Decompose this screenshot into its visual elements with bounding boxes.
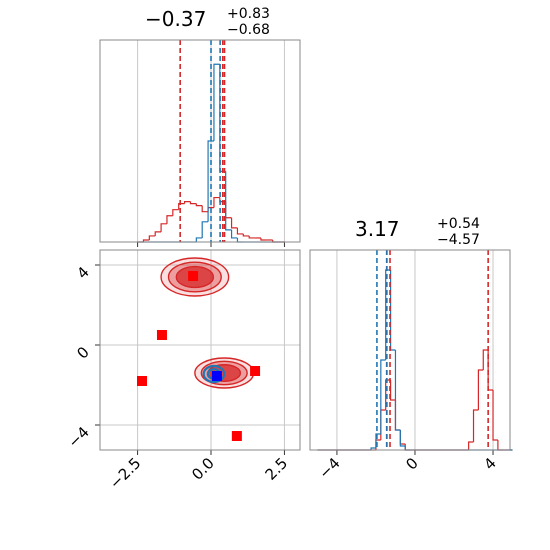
histogram-step: [213, 63, 220, 141]
histogram-step: [492, 390, 498, 441]
point: [250, 366, 261, 376]
panel-frame: [99, 39, 301, 243]
point: [211, 371, 222, 381]
histogram-step: [195, 203, 203, 207]
panel-title: −0.37: [145, 7, 206, 31]
histogram-step: [230, 217, 238, 229]
panel: −4 0 4: [309, 249, 513, 482]
histogram-step: [166, 215, 173, 224]
x-tick-label: 0: [402, 454, 421, 473]
histogram-step: [497, 440, 503, 451]
title-value: −0.37: [145, 7, 206, 31]
histogram-step: [482, 349, 489, 370]
histogram-step: [225, 171, 232, 231]
histogram-step: [183, 201, 191, 204]
histogram-step: [160, 223, 167, 232]
histogram-step: [230, 229, 238, 239]
x-tick-label: 2.5: [262, 454, 292, 484]
histogram-step: [142, 239, 150, 242]
histogram-step: [468, 441, 474, 450]
histogram-step: [148, 235, 156, 240]
histogram-step: [172, 209, 179, 216]
histogram-step: [370, 447, 376, 450]
histogram-step: [201, 221, 209, 238]
point: [156, 330, 167, 340]
point: [136, 376, 147, 386]
point: [231, 431, 242, 441]
x-tick-label: −4: [315, 454, 343, 482]
histogram-step: [404, 446, 411, 451]
histogram-step: [242, 233, 250, 237]
histogram-step: [178, 203, 185, 210]
contour: [202, 364, 226, 384]
histogram-step: [201, 205, 209, 213]
panel-frame: [309, 249, 511, 451]
point: [188, 271, 199, 281]
histogram-step: [389, 380, 396, 401]
panel-frame: [99, 249, 301, 451]
histogram-step: [195, 237, 203, 242]
panel: [99, 39, 301, 247]
histogram-step: [385, 379, 391, 410]
histogram-step: [260, 237, 267, 241]
histogram-step: [207, 140, 214, 222]
histogram-step: [189, 201, 197, 205]
histogram-step: [375, 433, 381, 448]
y-tick-label: −4: [64, 423, 92, 451]
histogram-step: [154, 231, 162, 236]
histogram-step: [394, 350, 401, 431]
histogram-step: [389, 270, 396, 351]
histogram-step: [404, 444, 411, 451]
histogram-step: [248, 235, 256, 239]
x-tick-label: −2.5: [106, 454, 144, 492]
histogram-step: [380, 359, 386, 434]
title-upper: +0.54: [437, 216, 480, 232]
y-tick-label: 0: [73, 343, 92, 362]
histogram-step: [236, 227, 244, 235]
panel: −2.5 0.0 2.5 −4 0 4: [64, 249, 301, 493]
title-lower: −4.57: [437, 232, 480, 248]
histogram-step: [380, 409, 386, 440]
histogram-step: [477, 369, 484, 410]
histogram-step: [472, 409, 479, 442]
histogram-step: [399, 430, 406, 447]
y-tick-label: 4: [73, 263, 92, 282]
histogram-step: [236, 237, 244, 243]
panel-title: 3.17: [355, 217, 400, 241]
x-tick-label: 4: [480, 454, 499, 473]
histogram-step: [399, 430, 406, 445]
x-tick-label: 0.0: [188, 454, 218, 484]
title-value: 3.17: [355, 217, 400, 241]
title-lower: −0.68: [227, 22, 270, 38]
histogram-step: [225, 201, 232, 219]
histogram-step: [213, 196, 220, 208]
title-upper: +0.83: [227, 6, 270, 22]
histogram-step: [394, 400, 401, 431]
histogram-step: [385, 269, 391, 360]
